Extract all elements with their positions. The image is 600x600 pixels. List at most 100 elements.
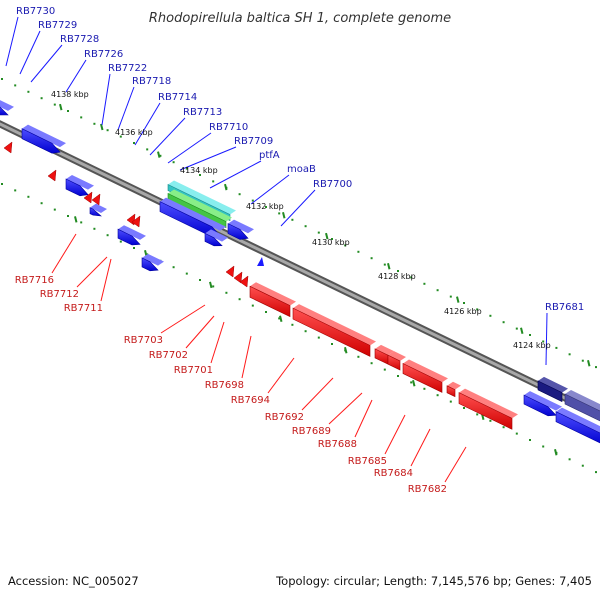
tick-major (520, 327, 524, 334)
leader-line-forward (280, 189, 316, 227)
tick-dot (1, 183, 3, 185)
leader-line-forward (250, 174, 290, 205)
tick-dot (265, 311, 267, 313)
tick-major (456, 296, 460, 303)
gene-reverse-top (375, 344, 394, 356)
gene-label-forward: moaB (287, 164, 316, 175)
leader-line-forward (65, 59, 87, 93)
gene-forward-top (228, 219, 254, 234)
leader-line-reverse (100, 258, 112, 302)
gene-forward-dark-top (538, 376, 568, 393)
tick-dot (67, 110, 69, 112)
gene-label-forward: RB7729 (38, 20, 77, 31)
gene-reverse-small (233, 271, 243, 284)
tick-dot (304, 330, 307, 333)
leader-line-reverse (76, 256, 108, 288)
tick-dot (251, 199, 254, 202)
tick-dot (383, 368, 386, 371)
gene-forward-top (118, 225, 146, 240)
tick-dot (317, 231, 320, 234)
gene-forward-top (66, 175, 94, 190)
kbp-label: 4134 kbp (180, 166, 218, 175)
leader-line-reverse (210, 321, 225, 364)
gene-label-forward: RB7710 (209, 122, 248, 133)
gene-reverse (458, 392, 513, 430)
leader-line-reverse (160, 304, 206, 334)
gene-forward-top (142, 253, 164, 266)
kbp-label: 4128 kbp (378, 272, 416, 281)
gene-label-forward: RB7728 (60, 34, 99, 45)
gene-forward-top (160, 197, 226, 231)
gene-label-reverse: RB7711 (64, 303, 103, 314)
tick-dot (555, 346, 558, 349)
gene-label-reverse: RB7698 (205, 380, 244, 391)
gene-features (0, 100, 600, 444)
tick-dot (463, 302, 465, 304)
tick-dot (436, 394, 439, 397)
tick-dot (40, 202, 43, 205)
gene-forward (89, 207, 102, 217)
gene-label-reverse: RB7702 (149, 350, 188, 361)
tick-dot (106, 234, 109, 237)
gene-label-forward: RB7681 (545, 302, 584, 313)
leader-line-forward (30, 44, 63, 83)
tick-dot (331, 238, 333, 240)
tick-dot (212, 285, 215, 288)
tick-dot (291, 218, 294, 221)
tick-dot (463, 407, 465, 409)
gene-reverse-small (47, 169, 57, 182)
leader-line-forward (149, 117, 186, 156)
leader-line-reverse (444, 446, 467, 483)
genome-backbone (0, 120, 600, 419)
genome-summary-text: Topology: circular; Length: 7,145,576 bp… (275, 574, 592, 588)
gene-label-reverse: RB7688 (318, 439, 357, 450)
gene-label-reverse: RB7716 (15, 275, 54, 286)
tick-dot (357, 355, 360, 358)
leader-line-reverse (410, 428, 431, 467)
gene-label-forward: RB7713 (183, 107, 222, 118)
gene-forward-top (556, 407, 600, 434)
tick-dot (93, 122, 96, 125)
tick-dot (27, 195, 30, 198)
gene-reverse-small (3, 141, 13, 154)
gene-highlight-green-top (168, 189, 232, 222)
leader-line-forward (117, 86, 135, 131)
tick-dot (1, 78, 3, 80)
leader-line-reverse (354, 399, 373, 438)
leader-line-forward (167, 132, 212, 164)
tick-dot (423, 282, 426, 285)
tick-major (59, 103, 63, 111)
gene-reverse-top (388, 351, 406, 361)
tick-major (279, 315, 283, 323)
tick-dot (370, 257, 373, 260)
tick-dot (199, 279, 201, 281)
gene-forward (117, 228, 141, 246)
gene-reverse-small (239, 275, 249, 288)
tick-dot (595, 366, 597, 369)
kbp-label: 4138 kbp (51, 90, 89, 99)
gene-label-reverse: RB7701 (174, 365, 213, 376)
gene-forward-top (0, 100, 14, 111)
gene-label-reverse: RB7685 (348, 456, 387, 467)
tick-dot (146, 148, 149, 151)
tick-dot (423, 387, 426, 390)
gene-forward (21, 128, 61, 154)
tick-dot (344, 244, 347, 247)
leader-line-reverse (51, 233, 77, 274)
leader-line-forward (5, 16, 19, 67)
tick-dot (133, 247, 135, 249)
gene-forward (204, 232, 223, 247)
tick-dot (225, 291, 228, 294)
label-leader-lines (5, 16, 548, 483)
gene-label-reverse: RB7682 (408, 484, 447, 495)
gene-forward (227, 223, 249, 240)
gene-label-reverse: RB7689 (292, 426, 331, 437)
tick-dot (476, 413, 479, 416)
leader-line-forward (19, 30, 41, 75)
tick-major (282, 212, 286, 219)
kbp-label: 4130 kbp (312, 238, 350, 247)
tick-dot (199, 174, 201, 176)
gene-label-reverse: RB7703 (124, 335, 163, 346)
tick-major (209, 281, 213, 289)
tick-dot (185, 272, 188, 275)
